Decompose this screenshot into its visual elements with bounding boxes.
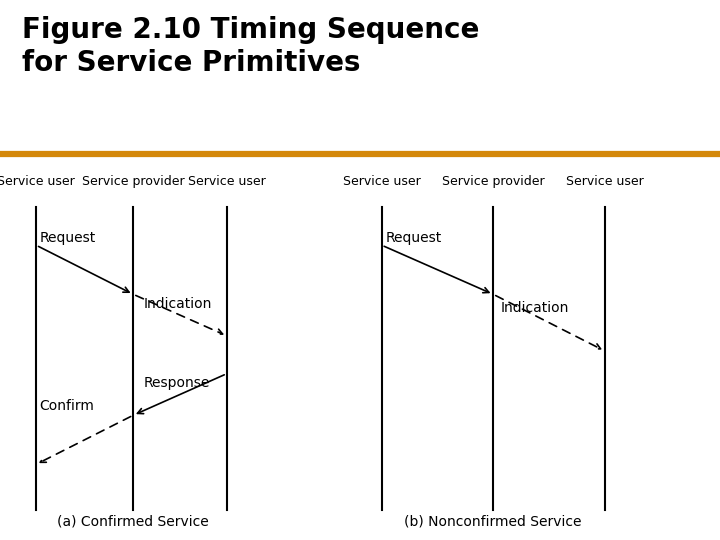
- Text: Service provider: Service provider: [82, 176, 184, 188]
- Text: Confirm: Confirm: [40, 399, 94, 413]
- Text: Indication: Indication: [500, 301, 569, 314]
- Text: Service user: Service user: [188, 176, 266, 188]
- Text: Indication: Indication: [144, 297, 212, 310]
- Text: Service user: Service user: [0, 176, 75, 188]
- Text: Service user: Service user: [343, 176, 420, 188]
- Text: Service user: Service user: [566, 176, 644, 188]
- Text: (a) Confirmed Service: (a) Confirmed Service: [58, 515, 209, 529]
- Text: Request: Request: [385, 231, 441, 245]
- Text: Response: Response: [144, 376, 210, 390]
- Text: (b) Nonconfirmed Service: (b) Nonconfirmed Service: [405, 515, 582, 529]
- Text: Service provider: Service provider: [442, 176, 544, 188]
- Text: Figure 2.10 Timing Sequence
for Service Primitives: Figure 2.10 Timing Sequence for Service …: [22, 16, 479, 77]
- Text: Request: Request: [40, 231, 96, 245]
